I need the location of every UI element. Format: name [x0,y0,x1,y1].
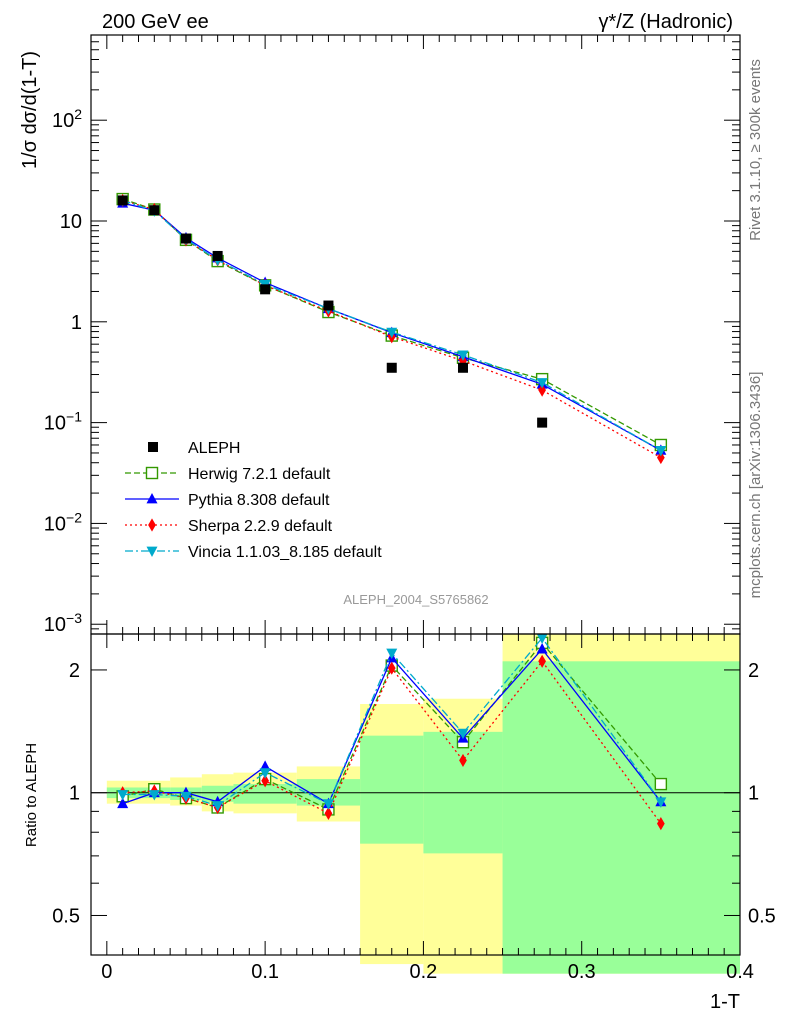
x-tick-label: 0.3 [568,961,596,983]
ratio-marker-3 [322,799,334,810]
ratio-y-tick-label: 0.5 [52,905,80,927]
data-point [149,205,160,216]
ratio-marker-3 [259,768,271,779]
ratio-marker-3 [457,728,469,740]
series-marker-2 [657,450,665,465]
header-energy-label: 200 GeV ee [102,11,209,33]
ratio-marker-2 [324,806,333,820]
analysis-label: ALEPH_2004_S5765862 [343,592,488,607]
mcplots-label: mcplots.cern.ch [arXiv:1306.3436] [747,372,764,599]
main-frame [90,34,741,635]
data-point [212,250,223,261]
main-y-axis-title: 1/σ dσ/d(1-T) [19,51,41,169]
ratio-marker-0 [654,777,668,791]
ratio-panel: 0 0.1 0.2 0.3 0.4 0.5 0.5 1 1 2 2 [52,633,776,983]
ratio-marker-3 [536,633,548,645]
header-process-label: γ*/Z (Hadronic) [599,11,733,33]
x-tick-label: 0.4 [726,961,754,983]
legend-marker-0 [145,466,159,480]
ratio-line-1 [122,648,662,805]
legend-label-0: Herwig 7.2.1 default [188,466,331,483]
data-point [537,417,548,428]
series-marker-3 [536,378,548,389]
series-line-3 [122,199,662,451]
x-tick-label: 0.1 [251,961,279,983]
ratio-marker-3 [212,801,224,812]
legend-label-3: Vincia 1.1.03_8.185 default [188,544,382,561]
data-point [180,233,191,244]
data-point [386,362,397,373]
legend-marker-1 [146,492,158,504]
legend-label-data: ALEPH [188,440,240,457]
legend: ALEPH Herwig 7.2.1 default Pythia 8.308 de… [125,440,382,561]
ratio-y-axis-title: Ratio to ALEPH [23,743,40,847]
ratio-marker-1 [117,797,129,809]
y-tick-label: 10−3 [44,610,82,636]
series-line-0 [122,198,662,446]
x-axis-title: 1-T [710,991,740,1013]
ratio-marker-2 [657,816,665,831]
series-marker-3 [457,350,469,361]
series-marker-3 [386,327,398,339]
ratio-marker-2 [261,774,269,788]
ratio-marker-3 [655,797,667,808]
y-tick-label: 10−2 [44,509,82,535]
legend-marker-2 [148,518,156,532]
x-tick-label: 0 [101,961,112,983]
stat-uncertainty-band [201,785,234,802]
legend-label-1: Pythia 8.308 default [188,492,330,509]
series-marker-3 [655,446,667,457]
rivet-version-label: Rivet 3.1.10, ≥ 300k events [747,59,764,241]
ratio-marker-2 [387,661,396,675]
ratio-line-0 [122,641,662,811]
y-tick-label: 10 [60,211,82,233]
ratio-y-tick-label: 1 [69,783,80,805]
ratio-marker-2 [538,654,546,668]
data-point [323,300,334,311]
ratio-marker-1 [259,760,271,771]
legend-marker-data [148,442,158,452]
ratio-marker-2 [459,753,467,768]
series-line-1 [122,202,662,451]
series-marker-2 [538,383,546,397]
ratio-y-tick-label-right: 0.5 [748,905,776,927]
ratio-marker-3 [148,790,160,801]
ratio-y-tick-label-right: 2 [748,660,759,682]
ratio-y-tick-label-right: 1 [748,783,759,805]
ratio-marker-3 [180,791,192,803]
y-tick-label: 102 [52,106,82,132]
ratio-marker-1 [536,643,548,654]
y-tick-label: 10−1 [44,409,82,435]
ratio-line-2 [122,660,662,824]
stat-uncertainty-band [360,735,424,844]
data-point [260,284,271,295]
data-point [117,195,128,206]
y-tick-label: 1 [71,312,82,334]
x-tick-label: 0.2 [410,961,438,983]
stat-uncertainty-band [502,661,740,974]
ratio-y-tick-label: 2 [69,660,80,682]
legend-marker-3 [146,546,158,558]
ratio-marker-3 [386,648,398,660]
ratio-marker-3 [117,790,129,801]
legend-label-2: Sherpa 2.2.9 default [188,518,333,535]
main-series-group: 10−3 10−2 10−1 1 10 102 [44,34,741,636]
data-point [457,362,468,373]
